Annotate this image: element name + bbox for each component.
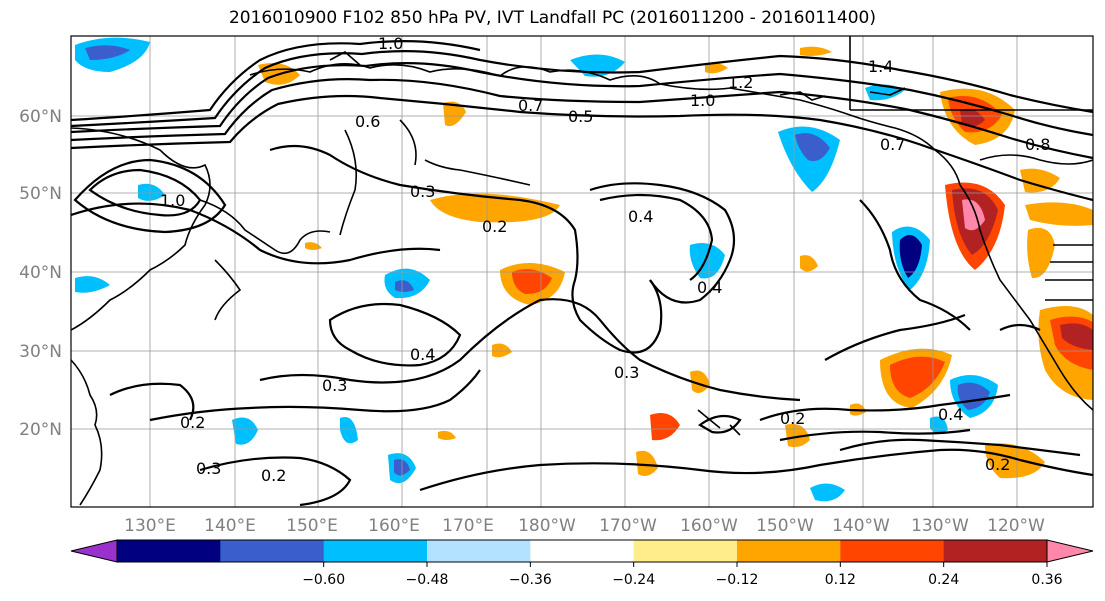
colorbar-extend-high	[1047, 540, 1093, 562]
contour-label: 0.4	[410, 345, 435, 364]
colorbar-extend-low-outline	[70, 539, 118, 563]
coastlines	[71, 36, 1093, 506]
colorbar-extend-high-outline	[1046, 539, 1094, 563]
latitude-labels: 60°N 50°N 40°N 30°N 20°N	[19, 107, 62, 440]
lon-label: 170°E	[442, 516, 494, 536]
colorbar-tick-label: 0.24	[928, 572, 959, 588]
contour-label: 0.2	[180, 413, 205, 432]
colorbar-swatch	[117, 540, 221, 562]
lon-label: 180°W	[518, 516, 576, 536]
colorbar-swatch	[633, 540, 738, 562]
colorbar-swatch	[220, 540, 325, 562]
colorbar-swatch	[323, 540, 428, 562]
contour-label: 0.4	[628, 207, 653, 226]
colorbar-swatch	[530, 540, 635, 562]
colorbar-tick-label: −0.48	[406, 572, 449, 588]
contour-label: 0.3	[196, 459, 221, 478]
lon-label: 130°E	[124, 516, 176, 536]
contour-label: 1.0	[690, 91, 715, 110]
contour-label: 0.5	[568, 107, 593, 126]
contour-label: 0.3	[614, 363, 639, 382]
colorbar-swatch	[840, 540, 945, 562]
lat-label: 30°N	[19, 342, 62, 362]
colorbar-tick-label: −0.36	[509, 572, 552, 588]
contour-label: 0.6	[355, 112, 380, 131]
lon-label: 170°W	[599, 516, 657, 536]
lon-label: 140°W	[832, 516, 890, 536]
contour-label: 1.4	[868, 57, 893, 76]
colorbar-tick-label: 0.12	[825, 572, 856, 588]
lon-label: 160°W	[680, 516, 738, 536]
colorbar-extend-low	[71, 540, 117, 562]
contour-label: 1.0	[160, 191, 185, 210]
lat-label: 50°N	[19, 184, 62, 204]
lon-label: 150°W	[756, 516, 814, 536]
contour-label-group: 1.0 1.4 1.0 1.2 0.6 0.7 0.5 0.7 0.8 1.0 …	[160, 34, 1050, 485]
colorbar-tick-label: −0.24	[612, 572, 655, 588]
lon-label: 150°E	[286, 516, 338, 536]
negative-pv-shading	[75, 37, 998, 502]
contour-label: 1.0	[378, 34, 403, 53]
lon-label: 140°E	[204, 516, 256, 536]
contour-label: 0.3	[410, 182, 435, 201]
lon-label: 160°E	[368, 516, 420, 536]
lon-label: 130°W	[911, 516, 969, 536]
contour-label: 0.2	[780, 409, 805, 428]
contour-label: 0.2	[261, 466, 286, 485]
colorbar: −0.60−0.48−0.36−0.24−0.120.120.240.360.4…	[70, 539, 1094, 588]
contour-label: 0.3	[322, 376, 347, 395]
lat-label: 40°N	[19, 263, 62, 283]
positive-pv-shading	[258, 46, 1093, 479]
contour-label: 0.7	[880, 135, 905, 154]
pv-contours	[71, 40, 1093, 507]
lat-label: 60°N	[19, 107, 62, 127]
colorbar-swatch	[427, 540, 531, 562]
longitude-labels: 130°E 140°E 150°E 160°E 170°E 180°W 170°…	[124, 516, 1045, 536]
colorbar-tick-label: −0.12	[716, 572, 759, 588]
contour-label: 0.4	[938, 405, 963, 424]
lon-label: 120°W	[987, 516, 1045, 536]
contour-label: 1.2	[728, 73, 753, 92]
lat-label: 20°N	[19, 420, 62, 440]
contour-label: 0.8	[1025, 135, 1050, 154]
colorbar-tick-label: 0.36	[1031, 572, 1062, 588]
plot-frame	[70, 35, 1094, 508]
contour-label: 0.4	[697, 278, 722, 297]
contour-label: 0.2	[482, 217, 507, 236]
map-title: 2016010900 F102 850 hPa PV, IVT Landfall…	[228, 8, 876, 28]
colorbar-swatch	[737, 540, 841, 562]
contour-label: 0.2	[985, 455, 1010, 474]
colorbar-tick-label: −0.60	[302, 572, 345, 588]
contour-label: 0.7	[518, 96, 543, 115]
colorbar-swatch	[943, 540, 1048, 562]
